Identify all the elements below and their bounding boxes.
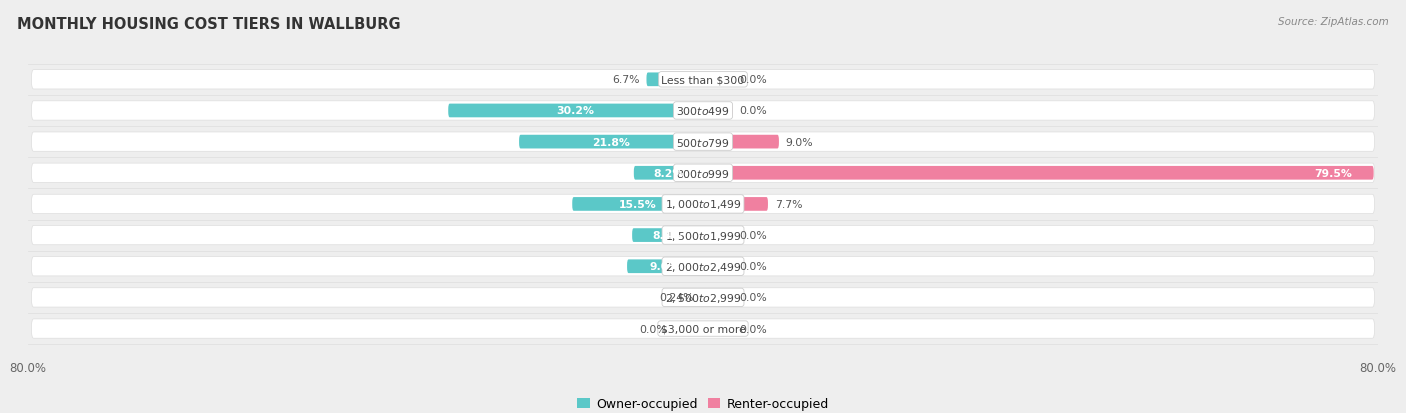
FancyBboxPatch shape [31, 133, 1375, 152]
Text: 6.7%: 6.7% [612, 75, 640, 85]
FancyBboxPatch shape [31, 226, 1375, 245]
Text: $800 to $999: $800 to $999 [676, 167, 730, 179]
Text: 9.0%: 9.0% [786, 137, 813, 147]
Text: 8.2%: 8.2% [654, 169, 683, 178]
FancyBboxPatch shape [31, 164, 1375, 183]
Text: 0.24%: 0.24% [659, 293, 695, 303]
FancyBboxPatch shape [703, 291, 733, 304]
Text: 0.0%: 0.0% [740, 293, 768, 303]
FancyBboxPatch shape [31, 288, 1375, 307]
Text: $300 to $499: $300 to $499 [676, 105, 730, 117]
Text: 79.5%: 79.5% [1315, 169, 1353, 178]
FancyBboxPatch shape [703, 197, 768, 211]
Text: 7.7%: 7.7% [775, 199, 803, 209]
Text: 0.0%: 0.0% [740, 75, 768, 85]
Text: $500 to $799: $500 to $799 [676, 136, 730, 148]
FancyBboxPatch shape [31, 71, 1375, 90]
Text: $1,500 to $1,999: $1,500 to $1,999 [665, 229, 741, 242]
FancyBboxPatch shape [572, 197, 703, 211]
Text: Source: ZipAtlas.com: Source: ZipAtlas.com [1278, 17, 1389, 26]
FancyBboxPatch shape [703, 73, 733, 87]
Text: $2,500 to $2,999: $2,500 to $2,999 [665, 291, 741, 304]
Text: 0.0%: 0.0% [740, 230, 768, 240]
FancyBboxPatch shape [703, 260, 733, 273]
FancyBboxPatch shape [627, 260, 703, 273]
FancyBboxPatch shape [703, 135, 779, 149]
Text: $1,000 to $1,499: $1,000 to $1,499 [665, 198, 741, 211]
Text: $3,000 or more: $3,000 or more [661, 324, 745, 334]
FancyBboxPatch shape [633, 229, 703, 242]
Text: 0.0%: 0.0% [638, 324, 666, 334]
Text: $2,000 to $2,499: $2,000 to $2,499 [665, 260, 741, 273]
Text: 15.5%: 15.5% [619, 199, 657, 209]
FancyBboxPatch shape [702, 291, 703, 304]
FancyBboxPatch shape [703, 322, 733, 336]
FancyBboxPatch shape [31, 319, 1375, 338]
Text: 0.0%: 0.0% [740, 261, 768, 272]
FancyBboxPatch shape [519, 135, 703, 149]
Text: MONTHLY HOUSING COST TIERS IN WALLBURG: MONTHLY HOUSING COST TIERS IN WALLBURG [17, 17, 401, 31]
FancyBboxPatch shape [647, 73, 703, 87]
Text: 30.2%: 30.2% [557, 106, 595, 116]
Text: 21.8%: 21.8% [592, 137, 630, 147]
Text: 8.4%: 8.4% [652, 230, 683, 240]
FancyBboxPatch shape [634, 166, 703, 180]
FancyBboxPatch shape [31, 195, 1375, 214]
FancyBboxPatch shape [31, 257, 1375, 276]
FancyBboxPatch shape [31, 102, 1375, 121]
Legend: Owner-occupied, Renter-occupied: Owner-occupied, Renter-occupied [572, 392, 834, 413]
FancyBboxPatch shape [449, 104, 703, 118]
FancyBboxPatch shape [703, 229, 733, 242]
Text: 0.0%: 0.0% [740, 106, 768, 116]
FancyBboxPatch shape [703, 166, 1374, 180]
Text: 9.0%: 9.0% [650, 261, 681, 272]
FancyBboxPatch shape [703, 104, 733, 118]
Text: 0.0%: 0.0% [740, 324, 768, 334]
Text: Less than $300: Less than $300 [661, 75, 745, 85]
